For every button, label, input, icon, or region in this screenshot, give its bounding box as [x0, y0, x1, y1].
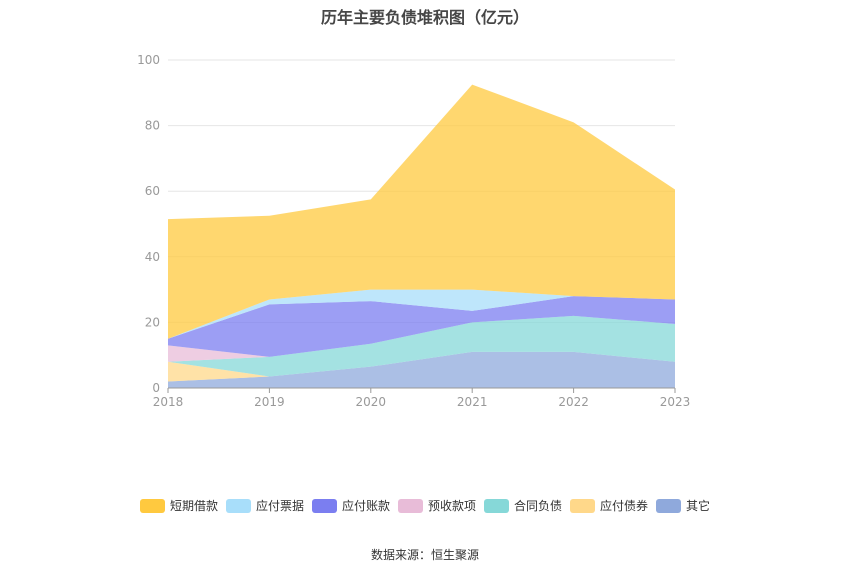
legend-label: 短期借款 — [169, 499, 218, 513]
legend-item[interactable]: 预收款项 — [397, 497, 476, 514]
y-tick-label: 0 — [152, 381, 160, 395]
legend-swatch — [397, 498, 423, 513]
legend-item[interactable]: 其它 — [656, 497, 710, 514]
legend-label: 其它 — [686, 499, 711, 513]
legend-swatch — [139, 498, 165, 513]
area-应付账款 — [168, 296, 675, 357]
x-tick-label: 2019 — [254, 395, 285, 409]
legend-swatch — [656, 498, 682, 513]
source-note: 数据来源：恒生聚源 — [370, 548, 479, 562]
legend-swatch — [225, 498, 251, 513]
area-series — [168, 84, 675, 388]
x-tick-label: 2023 — [660, 395, 691, 409]
legend-item[interactable]: 合同负债 — [484, 497, 562, 514]
area-合同负债 — [168, 315, 675, 377]
legend-item[interactable]: 短期借款 — [139, 497, 218, 514]
x-tick-label: 2018 — [153, 395, 184, 409]
y-tick-label: 20 — [145, 315, 160, 329]
legend-label: 合同负债 — [514, 499, 563, 513]
y-tick-label: 60 — [145, 184, 160, 198]
legend-swatch — [311, 498, 337, 513]
area-短期借款 — [168, 84, 675, 339]
chart-title: 历年主要负债堆积图（亿元） — [320, 8, 529, 27]
legend-item[interactable]: 应付账款 — [311, 497, 390, 514]
area-应付债券 — [168, 351, 675, 382]
x-tick-label: 2020 — [356, 395, 387, 409]
legend-swatch — [570, 498, 596, 513]
axes: 0 20 40 60 80 100 2018 2019 2020 2021 2022 2023 — [137, 53, 690, 409]
legend-item[interactable]: 应付债券 — [570, 497, 648, 514]
legend-label: 应付账款 — [341, 499, 390, 513]
y-tick-label: 100 — [137, 53, 160, 67]
area-预收款项 — [168, 315, 675, 362]
area-应付票据 — [168, 289, 675, 339]
area-其它 — [168, 351, 675, 388]
legend: 短期借款 应付票据 应付账款 预收款项 合同负债 应付债券 其它 — [0, 497, 850, 514]
y-tick-label: 80 — [145, 119, 160, 133]
legend-item[interactable]: 应付票据 — [225, 497, 304, 514]
x-tick-label: 2022 — [558, 395, 589, 409]
legend-label: 应付票据 — [255, 499, 304, 513]
x-tick-label: 2021 — [457, 395, 488, 409]
legend-label: 预收款项 — [427, 499, 476, 513]
legend-label: 应付债券 — [600, 499, 649, 513]
y-tick-label: 40 — [145, 250, 160, 264]
legend-swatch — [484, 498, 509, 513]
